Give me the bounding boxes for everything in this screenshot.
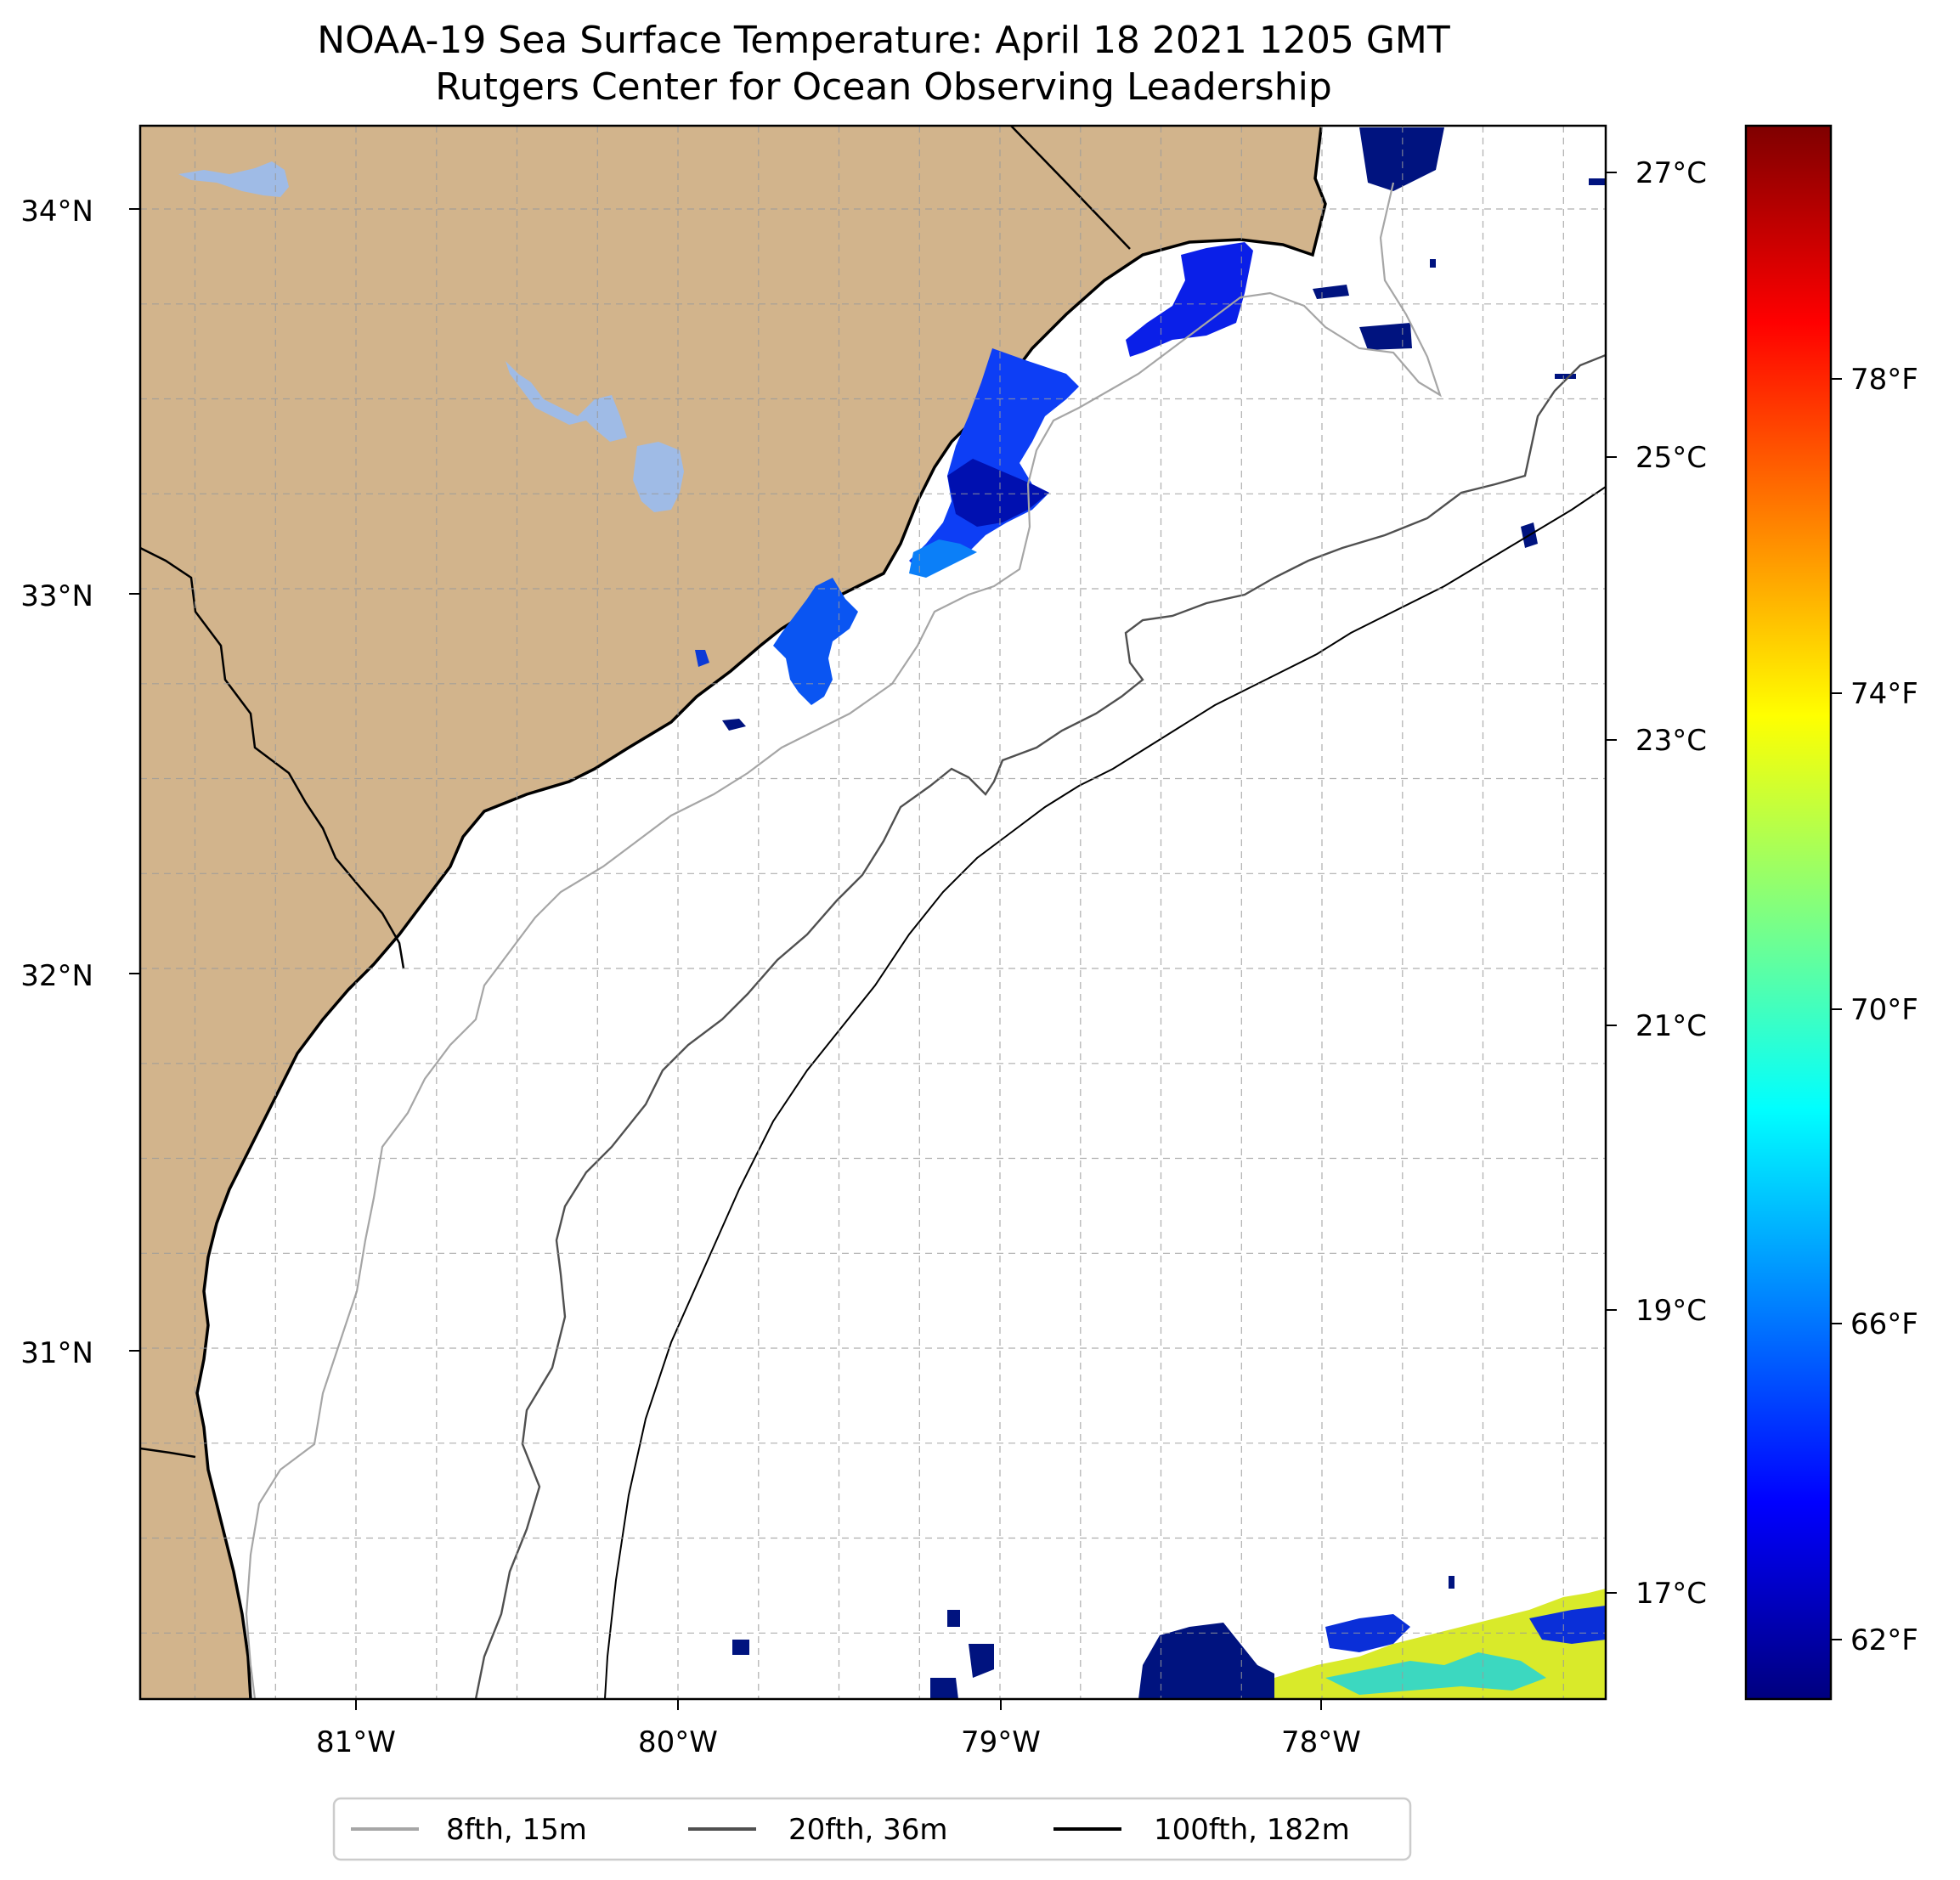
- sst-patch-cape-romain: [909, 539, 977, 578]
- legend-box: [332, 1797, 1412, 1861]
- lon-label-79: 79°W: [961, 1725, 1041, 1759]
- lake-north: [178, 161, 289, 197]
- isobath-36m: [474, 353, 1606, 1699]
- sst-data-overlay: [695, 127, 1606, 1699]
- sst-patch-small-8: [1589, 178, 1606, 185]
- legend-label-182m: 100fth, 182m: [1154, 1813, 1350, 1847]
- fahrenheit-label-66: 66°F: [1850, 1307, 1918, 1341]
- map-gridlines: [140, 126, 1606, 1699]
- sst-patch-gulf-stream-cyan: [1325, 1652, 1546, 1695]
- celsius-label-25: 25°C: [1635, 441, 1707, 475]
- colorbar: 78°F 74°F 70°F 66°F 62°F: [1744, 124, 1918, 1701]
- colorbar-gradient: [1744, 124, 1833, 1701]
- sst-patch-long-bay: [1126, 242, 1253, 357]
- sst-patch-winyah-bay: [909, 348, 1079, 573]
- sst-patch-small-2: [722, 719, 746, 731]
- lake-moultrie: [633, 442, 684, 512]
- latitude-axis: 34°N 33°N 32°N 31°N: [20, 195, 140, 1370]
- lake-marion: [506, 361, 627, 442]
- lon-label-81: 81°W: [316, 1725, 396, 1759]
- celsius-label-27: 27°C: [1635, 156, 1707, 190]
- fahrenheit-label-78: 78°F: [1850, 363, 1918, 397]
- state-border-ga-fl: [140, 1447, 196, 1459]
- celsius-label-19: 19°C: [1635, 1294, 1707, 1328]
- isobath-15m: [245, 182, 1442, 1699]
- sst-patch-bulls-bay: [773, 578, 858, 705]
- lat-label-31: 31°N: [20, 1336, 93, 1370]
- sst-patch-south-5: [1449, 1576, 1454, 1589]
- lat-label-33: 33°N: [20, 579, 93, 613]
- longitude-axis: 81°W 80°W 79°W 78°W: [316, 1699, 1361, 1759]
- legend-label-36m: 20fth, 36m: [788, 1813, 948, 1847]
- sst-patch-small-7: [1555, 374, 1576, 379]
- isobath-182m: [604, 486, 1606, 1699]
- map-frame: [138, 124, 1607, 1701]
- sst-patch-gulf-stream-cold: [1138, 1623, 1274, 1699]
- lon-label-78: 78°W: [1281, 1725, 1361, 1759]
- sst-patch-small-1: [695, 650, 709, 667]
- isobath-legend: 8fth, 15m 20fth, 36m 100fth, 182m: [332, 1797, 1412, 1861]
- fahrenheit-label-70: 70°F: [1850, 993, 1918, 1027]
- sst-patch-gulf-stream-cold-3: [1529, 1606, 1606, 1644]
- sst-patch-small-3: [1359, 323, 1412, 350]
- sst-patch-winyah-dark: [947, 459, 1049, 527]
- fahrenheit-label-74: 74°F: [1850, 677, 1918, 711]
- lon-label-80: 80°W: [638, 1725, 718, 1759]
- colorbar-celsius-axis: 27°C 25°C 23°C 21°C 19°C 17°C: [1606, 156, 1707, 1611]
- fahrenheit-label-62: 62°F: [1850, 1623, 1918, 1657]
- sst-patch-south-1: [930, 1678, 958, 1699]
- lat-label-32: 32°N: [20, 959, 93, 993]
- map-title-line-2: Rutgers Center for Ocean Observing Leade…: [435, 65, 1332, 109]
- coastline: [195, 127, 1327, 1699]
- sst-patch-small-5: [1359, 127, 1444, 191]
- sst-patch-south-3: [947, 1610, 960, 1627]
- celsius-label-23: 23°C: [1635, 724, 1707, 758]
- celsius-label-21: 21°C: [1635, 1009, 1707, 1043]
- lat-label-34: 34°N: [20, 195, 93, 229]
- state-border-sc-ga: [140, 546, 405, 969]
- sst-patch-small-9: [1430, 259, 1436, 268]
- sst-patch-south-4: [732, 1640, 749, 1655]
- legend-label-15m: 8fth, 15m: [446, 1813, 587, 1847]
- sst-patch-south-2: [969, 1644, 994, 1678]
- map-panel: 34°N 33°N 32°N 31°N 81°W 80°W 79°W 78°W: [20, 124, 1607, 1759]
- celsius-label-17: 17°C: [1635, 1577, 1707, 1611]
- state-border-nc-sc: [1010, 126, 1131, 250]
- map-title-line-1: NOAA-19 Sea Surface Temperature: April 1…: [317, 19, 1450, 62]
